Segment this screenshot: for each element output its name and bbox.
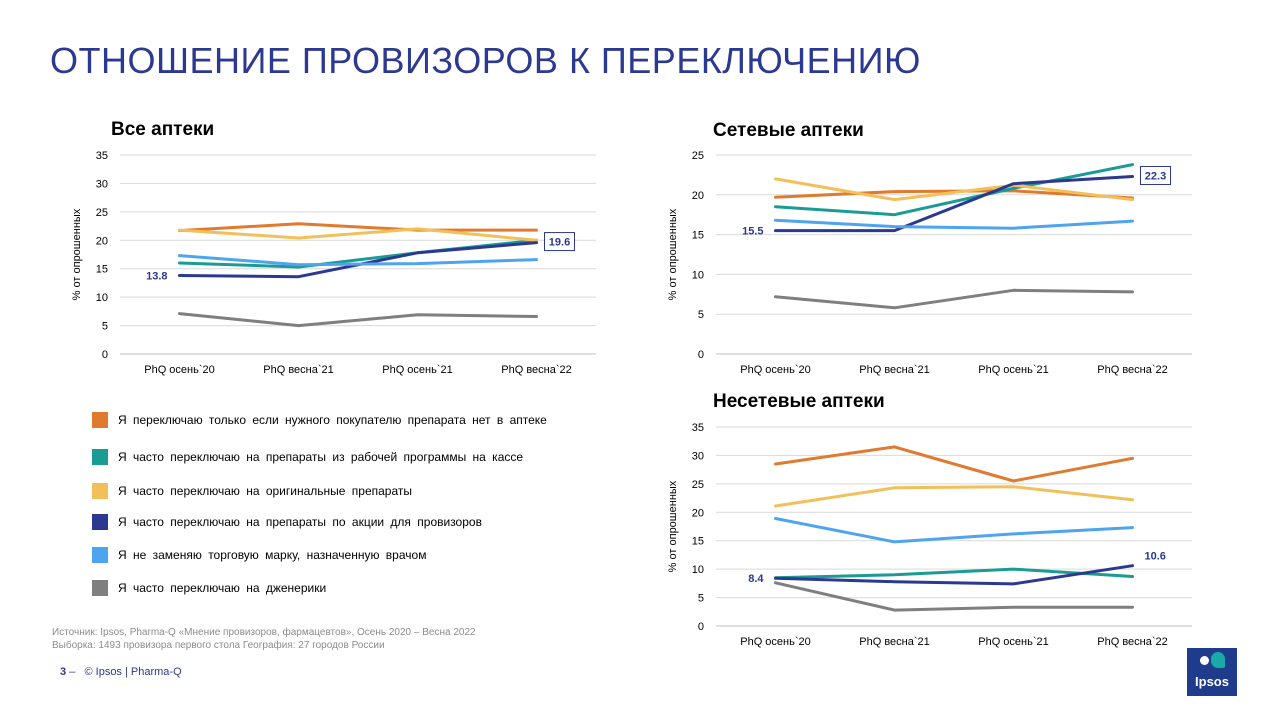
data-label: 10.6 <box>1145 551 1166 563</box>
legend-swatch <box>92 483 108 499</box>
y-tick-label: 20 <box>692 507 704 519</box>
legend-item: Я часто переключаю на оригинальные препа… <box>92 481 412 501</box>
logo-wordmark: Ipsos <box>1195 674 1229 689</box>
y-tick-label: 15 <box>692 536 704 548</box>
source-line: Источник: Ipsos, Pharma-Q «Мнение провиз… <box>52 627 476 638</box>
y-axis-label: % от опрошенных <box>71 208 83 300</box>
series-line <box>178 222 538 233</box>
chart-title-chain: Сетевые аптеки <box>713 120 864 141</box>
legend-label: Я часто переключаю на дженерики <box>118 581 327 595</box>
ipsos-logo: Ipsos <box>1187 648 1237 696</box>
page-title: ОТНОШЕНИЕ ПРОВИЗОРОВ К ПЕРЕКЛЮЧЕНИЮ <box>50 40 921 81</box>
x-tick-label: PhQ осень`21 <box>978 636 1049 648</box>
chart-title-nonchain: Несетевые аптеки <box>713 391 885 412</box>
data-label: 19.6 <box>549 237 570 249</box>
data-label: 22.3 <box>1145 170 1166 182</box>
x-tick-label: PhQ осень`20 <box>740 364 811 376</box>
x-tick-label: PhQ осень`20 <box>740 636 811 648</box>
series-line <box>774 485 1134 508</box>
legend-label: Я переключаю только если нужного покупат… <box>118 413 547 427</box>
y-tick-label: 20 <box>692 190 704 202</box>
x-tick-label: PhQ весна`21 <box>859 364 930 376</box>
legend-swatch <box>92 580 108 596</box>
x-tick-label: PhQ весна`21 <box>263 364 334 376</box>
series-line <box>774 564 1134 586</box>
y-tick-label: 15 <box>692 230 704 242</box>
legend-item: Я часто переключаю на препараты из рабоч… <box>92 447 523 467</box>
x-tick-label: PhQ весна`22 <box>501 364 572 376</box>
series-line <box>774 288 1134 310</box>
y-tick-label: 25 <box>692 479 704 491</box>
series-line <box>774 218 1134 230</box>
y-tick-label: 10 <box>692 564 704 576</box>
series-line <box>178 227 538 242</box>
sample-line: Выборка: 1493 провизора первого стола Ге… <box>52 640 385 651</box>
footer-dash: – <box>69 666 76 678</box>
x-tick-label: PhQ весна`22 <box>1097 364 1168 376</box>
series-line <box>774 175 1134 233</box>
y-tick-label: 10 <box>96 292 108 304</box>
legend-swatch <box>92 547 108 563</box>
legend-label: Я часто переключаю на препараты из рабоч… <box>118 450 524 464</box>
y-tick-label: 0 <box>698 621 704 633</box>
legend-label: Я часто переключаю на препараты по акции… <box>118 515 482 529</box>
logo-accent <box>1211 652 1225 668</box>
y-tick-label: 5 <box>102 321 108 333</box>
legend-label: Я часто переключаю на оригинальные препа… <box>118 484 412 498</box>
y-tick-label: 35 <box>96 150 108 162</box>
data-label: 8.4 <box>748 573 764 585</box>
data-label: 15.5 <box>742 226 763 238</box>
series-line <box>774 445 1134 483</box>
x-tick-label: PhQ весна`21 <box>859 636 930 648</box>
x-tick-label: PhQ осень`21 <box>978 364 1049 376</box>
data-label: 13.8 <box>146 271 167 283</box>
series-line <box>178 312 538 328</box>
y-tick-label: 25 <box>692 150 704 162</box>
logo-dot <box>1200 656 1209 665</box>
chart-title-all: Все аптеки <box>111 119 215 140</box>
page-number: 3 <box>60 666 67 678</box>
series-line <box>178 254 538 267</box>
legend-swatch <box>92 449 108 465</box>
data-label-box <box>1140 165 1171 185</box>
y-axis-label: % от опрошенных <box>667 480 679 572</box>
legend-swatch <box>92 514 108 530</box>
series-line <box>774 567 1134 580</box>
y-axis-label: % от опрошенных <box>667 208 679 300</box>
series-line <box>774 177 1134 202</box>
y-tick-label: 20 <box>96 235 108 247</box>
data-label-box <box>544 232 575 252</box>
series-line <box>774 581 1134 612</box>
y-tick-label: 0 <box>102 349 108 361</box>
y-tick-label: 25 <box>96 207 108 219</box>
series-line <box>774 163 1134 217</box>
series-line <box>774 517 1134 544</box>
y-tick-label: 35 <box>692 422 704 434</box>
legend-item: Я переключаю только если нужного покупат… <box>92 410 547 430</box>
y-tick-label: 10 <box>692 269 704 281</box>
y-tick-label: 5 <box>698 309 704 321</box>
x-tick-label: PhQ осень`21 <box>382 364 453 376</box>
footer: 3 – © Ipsos | Pharma-Q <box>60 666 182 678</box>
legend-swatch <box>92 412 108 428</box>
legend-label: Я не заменяю торговую марку, назначенную… <box>118 548 427 562</box>
legend-item: Я часто переключаю на дженерики <box>92 578 326 598</box>
legend-item: Я не заменяю торговую марку, назначенную… <box>92 545 426 565</box>
y-tick-label: 30 <box>96 178 108 190</box>
source-note: Источник: Ipsos, Pharma-Q «Мнение провиз… <box>52 626 476 652</box>
y-tick-label: 0 <box>698 349 704 361</box>
x-tick-label: PhQ осень`20 <box>144 364 215 376</box>
y-tick-label: 15 <box>96 264 108 276</box>
legend-item: Я часто переключаю на препараты по акции… <box>92 512 482 532</box>
y-tick-label: 30 <box>692 450 704 462</box>
x-tick-label: PhQ весна`22 <box>1097 636 1168 648</box>
footer-copyright: © Ipsos | Pharma-Q <box>84 666 182 678</box>
y-tick-label: 5 <box>698 593 704 605</box>
